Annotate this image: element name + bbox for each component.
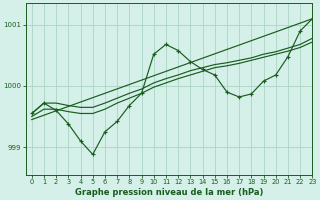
X-axis label: Graphe pression niveau de la mer (hPa): Graphe pression niveau de la mer (hPa) xyxy=(75,188,263,197)
